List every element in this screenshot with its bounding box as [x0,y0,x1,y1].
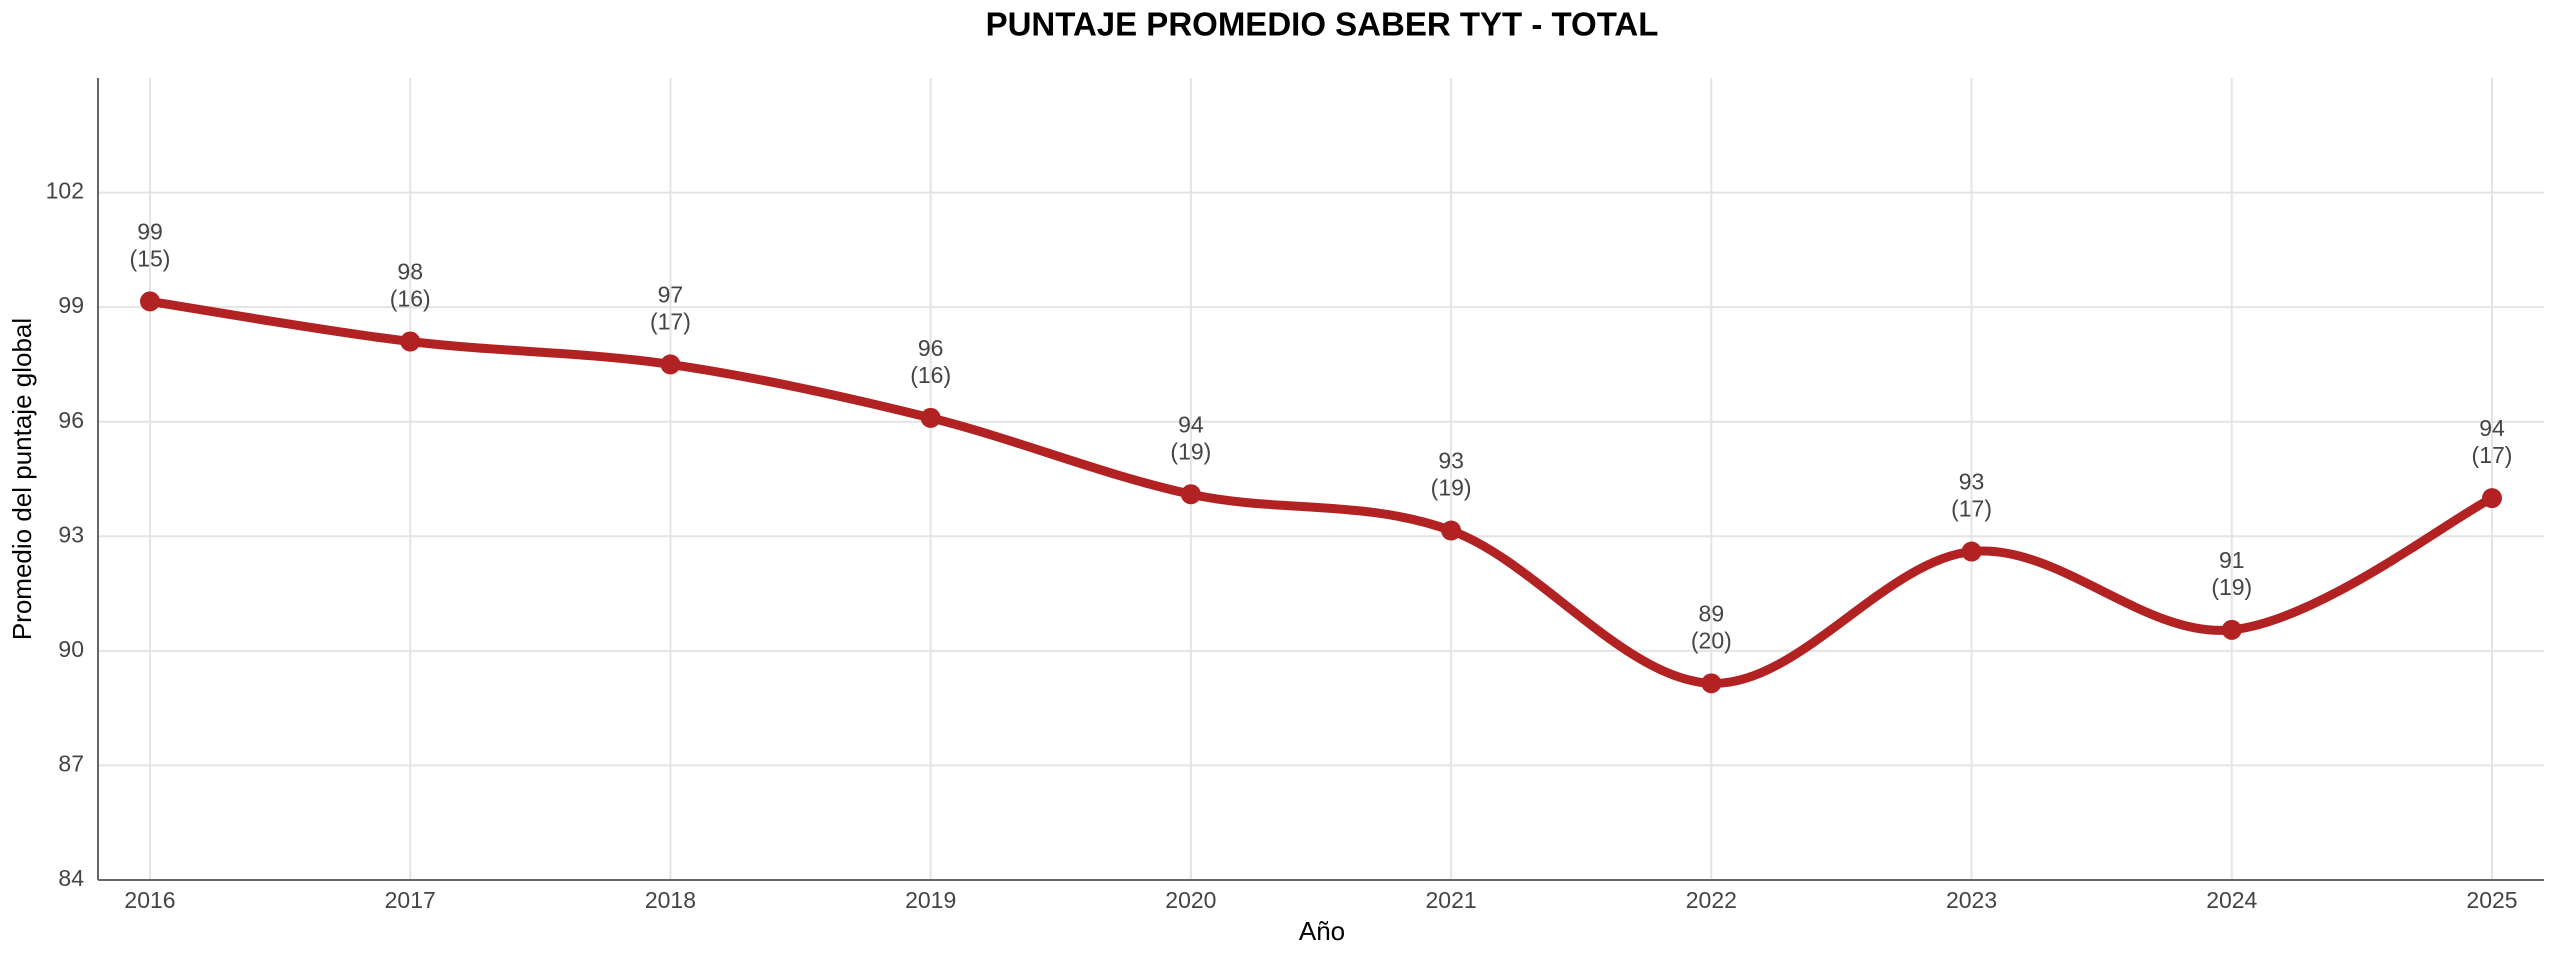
secondary-label: (16) [390,286,431,312]
x-tick-label: 2020 [1165,887,1216,913]
secondary-label: (17) [2472,442,2513,468]
y-tick-label: 99 [58,292,84,318]
point [660,354,681,375]
point [1961,541,1982,562]
secondary-label: (17) [1951,496,1992,522]
point [1180,484,1201,505]
point [400,331,421,352]
value-label: 97 [658,282,684,308]
value-label: 91 [2219,547,2245,573]
point [2221,619,2242,640]
secondary-label: (19) [1431,475,1472,501]
value-label: 93 [1959,469,1985,495]
y-tick-label: 87 [58,751,84,777]
secondary-label: (17) [650,309,691,335]
y-tick-label: 96 [58,407,84,433]
x-tick-label: 2018 [645,887,696,913]
value-label: 89 [1699,600,1725,626]
x-tick-label: 2021 [1426,887,1477,913]
secondary-label: (16) [910,362,951,388]
y-tick-label: 102 [46,178,84,204]
secondary-label: (19) [1170,438,1211,464]
line [149,296,2495,688]
value-label: 99 [137,218,163,244]
x-tick-label: 2024 [2206,887,2257,913]
x-tick-label: 2022 [1686,887,1737,913]
x-tick-label: 2017 [385,887,436,913]
y-tick-label: 93 [58,521,84,547]
value-label: 93 [1438,448,1464,474]
y-axis-label: Promedio del puntaje global [7,318,37,640]
point [1701,673,1722,694]
point [920,407,941,428]
point [140,291,160,312]
y-tick-label: 90 [58,636,84,662]
x-tick-label: 2023 [1946,887,1997,913]
secondary-label: (20) [1691,627,1732,653]
y-tick-label: 84 [58,865,84,891]
x-tick-label: 2016 [124,887,175,913]
value-label: 96 [918,335,944,361]
point [2482,488,2502,509]
value-label: 94 [1178,411,1204,437]
x-tick-label: 2019 [905,887,956,913]
value-label: 94 [2479,415,2505,441]
secondary-label: (15) [130,245,171,271]
value-label: 98 [397,259,423,285]
x-tick-label: 2025 [2466,887,2517,913]
x-axis-label: Año [1299,916,1345,946]
secondary-label: (19) [2211,574,2252,600]
chart-title: PUNTAJE PROMEDIO SABER TYT - TOTAL [986,6,1659,43]
point [1441,520,1462,541]
